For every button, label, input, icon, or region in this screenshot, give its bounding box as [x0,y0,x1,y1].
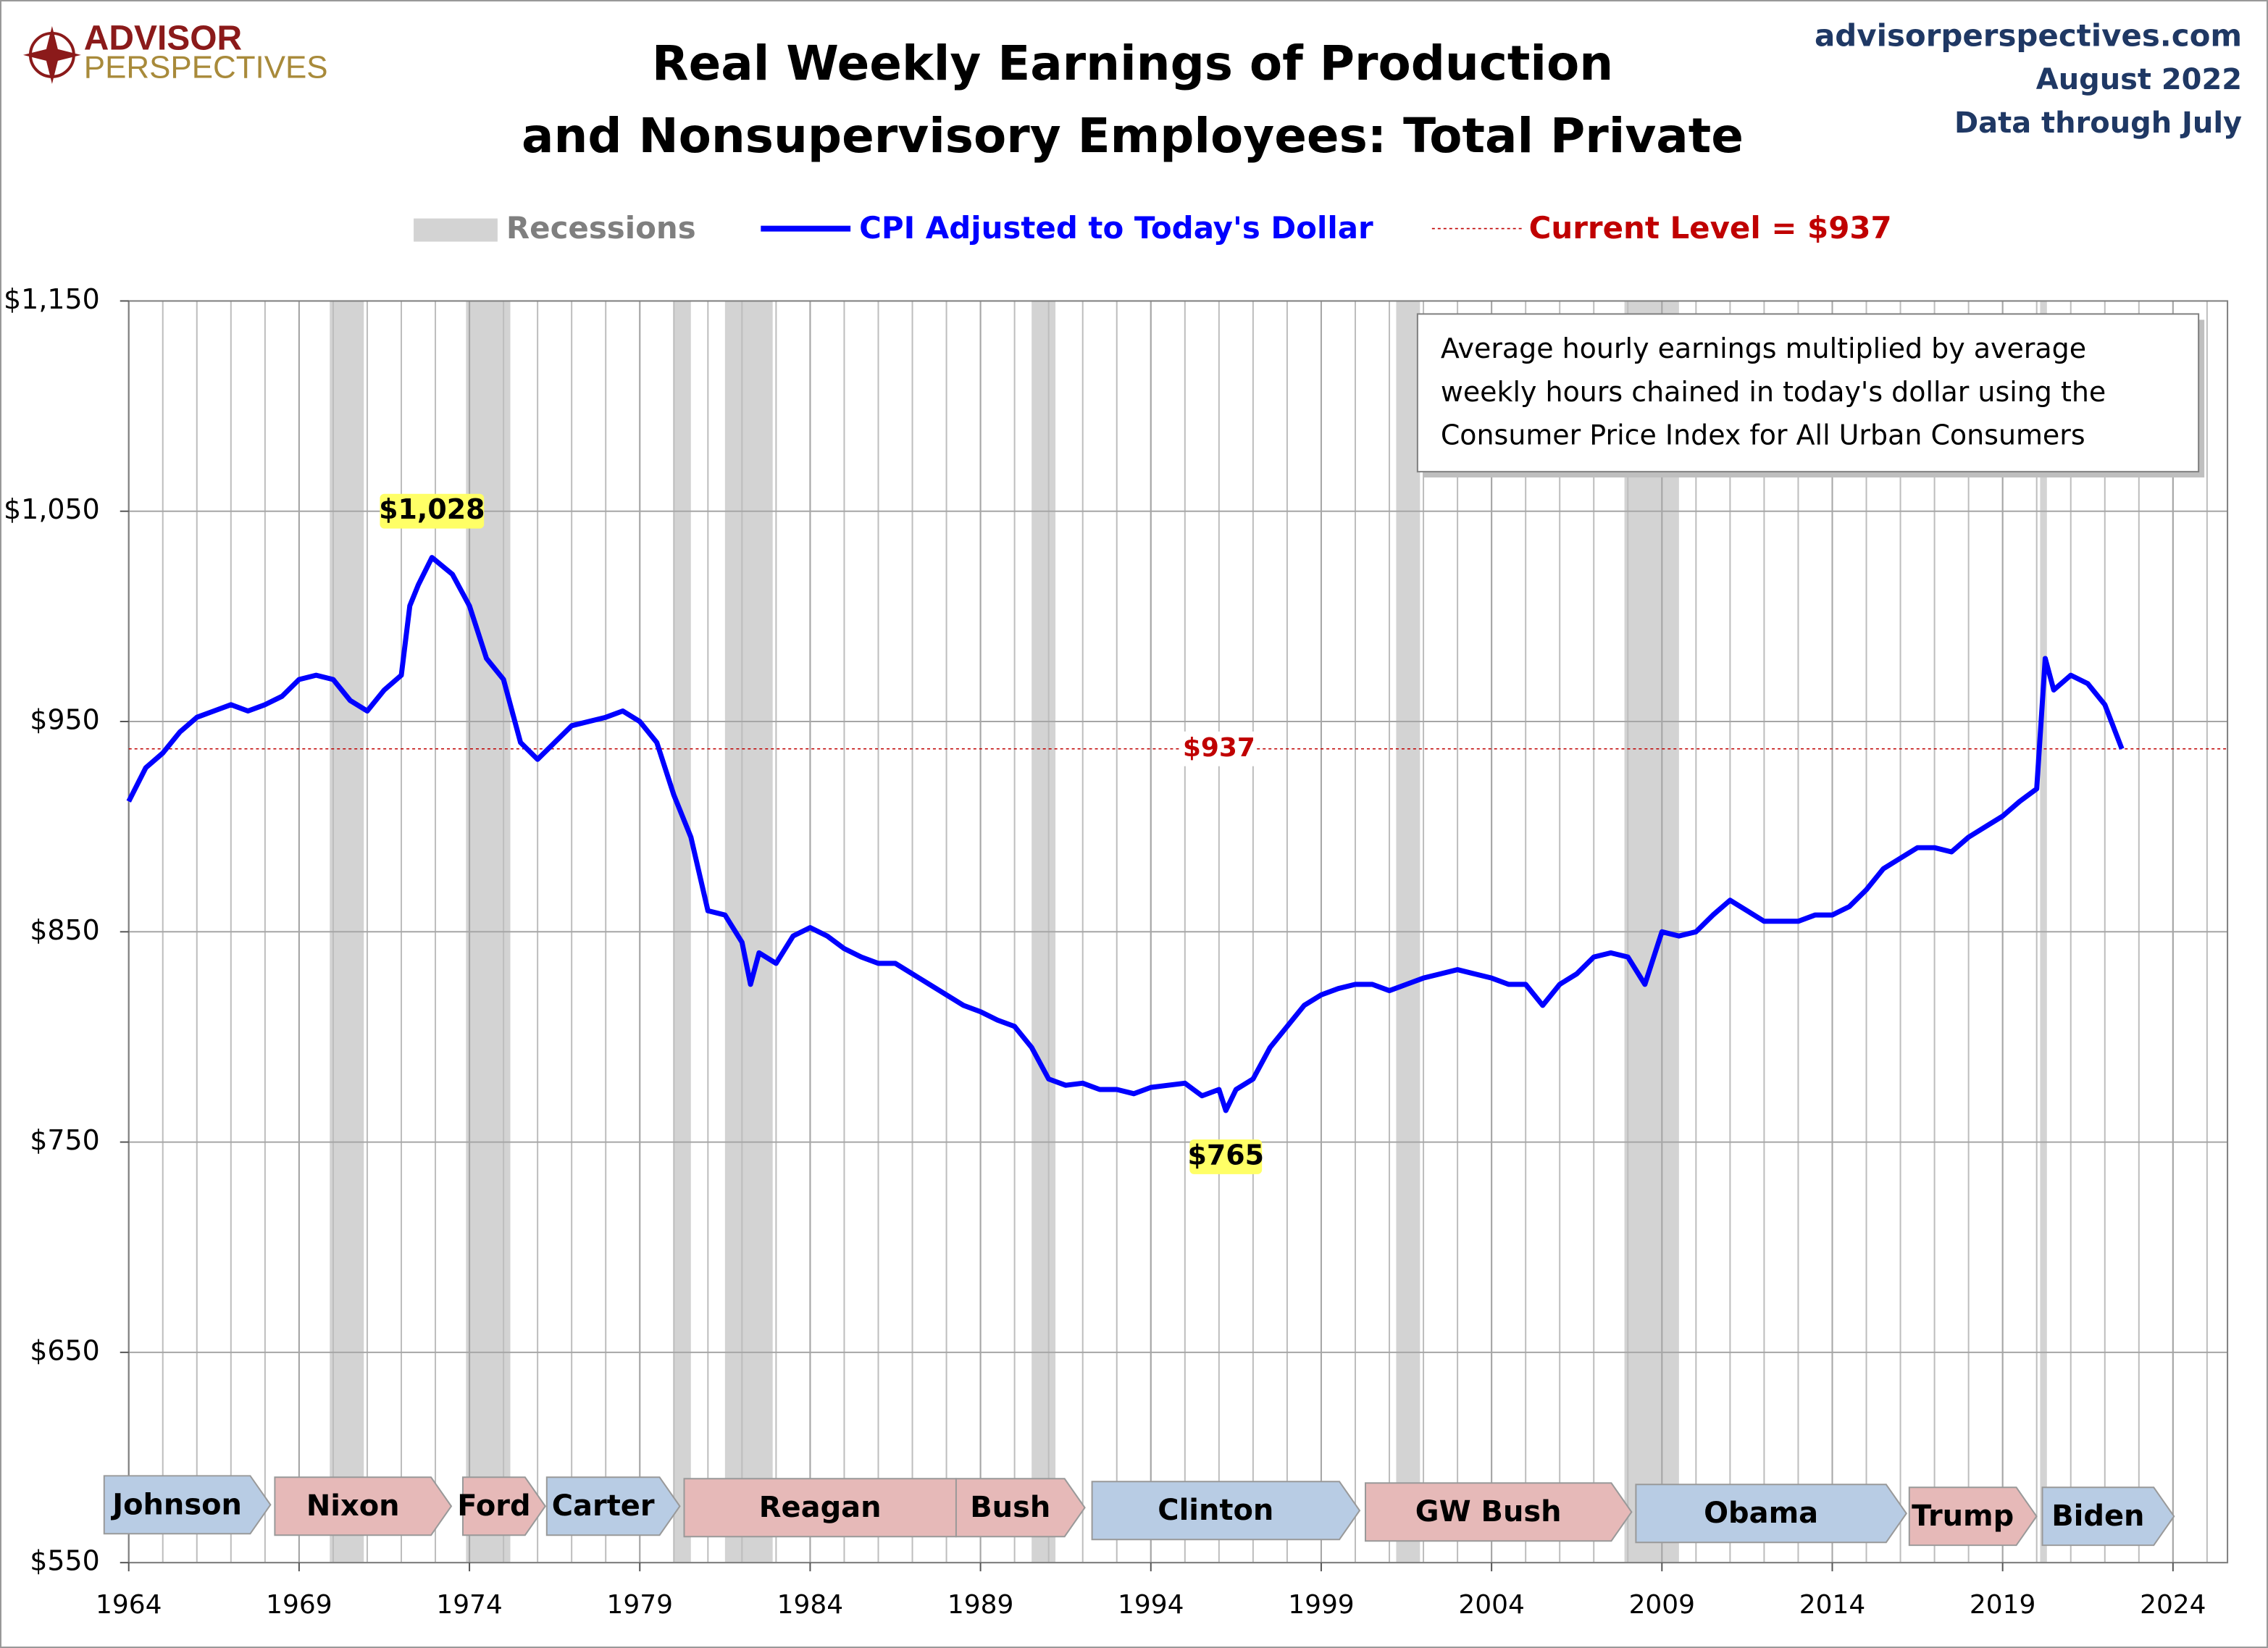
y-tick-label: $1,150 [4,283,100,315]
president-arrow [103,1475,272,1535]
current-level-label-bg [1181,731,1257,766]
president-label: Carter [552,1489,655,1523]
president-label: Nixon [306,1489,400,1523]
note-text: Average hourly earnings multiplied by av… [1441,332,2086,364]
president-arrow [1364,1482,1633,1542]
x-tick-label: 2014 [1799,1590,1865,1620]
president-arrow [545,1476,681,1536]
legend-label: CPI Adjusted to Today's Dollar [859,210,1373,246]
president-arrow [2041,1486,2175,1547]
x-tick-label: 1989 [947,1590,1013,1620]
legend-label: Current Level = $937 [1529,210,1892,246]
logo-text: PERSPECTIVES [84,49,328,85]
y-tick-label: $1,050 [4,493,100,525]
y-tick-label: $750 [30,1124,100,1156]
note-text: weekly hours chained in today's dollar u… [1441,376,2106,408]
president-label: Reagan [759,1491,882,1524]
president-label: Trump [1912,1499,2014,1533]
legend-label: Recessions [506,210,696,246]
annotation-bg [1189,1139,1263,1174]
x-tick-label: 2019 [1970,1590,2035,1620]
logo-text: ADVISOR [84,20,242,58]
date: August 2022 [2036,63,2242,96]
president-label: Bush [970,1491,1050,1524]
chart-title: Real Weekly Earnings of Production [652,35,1613,91]
chart-title: and Nonsupervisory Employees: Total Priv… [522,108,1744,164]
x-tick-label: 1979 [607,1590,673,1620]
annotation: $765 [1187,1139,1264,1171]
president-arrow [1635,1484,1908,1544]
source: advisorperspectives.com [1815,17,2242,53]
x-tick-label: 1999 [1288,1590,1354,1620]
note-box [1416,313,2200,473]
series-line [126,555,2125,1113]
x-tick-label: 1969 [266,1590,332,1620]
x-tick-label: 1984 [777,1590,843,1620]
note-text: Consumer Price Index for All Urban Consu… [1441,419,2085,451]
legend-swatch [414,218,498,242]
annotation: $1,028 [379,493,485,525]
y-tick-label: $850 [30,914,100,946]
president-arrow [461,1476,547,1536]
x-tick-label: 2009 [1629,1590,1695,1620]
y-tick-label: $950 [30,704,100,736]
president-label: Obama [1704,1497,1818,1530]
current-level-label: $937 [1183,733,1255,763]
president-arrow [274,1476,453,1536]
logo: ADVISOR PERSPECTIVES [22,20,328,85]
x-tick-label: 2024 [2140,1590,2206,1620]
president-label: Clinton [1158,1494,1273,1527]
y-tick-label: $650 [30,1334,100,1366]
x-tick-label: 1994 [1118,1590,1184,1620]
y-tick-label: $550 [30,1545,100,1577]
president-label: Ford [457,1489,530,1523]
x-tick-label: 1964 [96,1590,162,1620]
president-label: Johnson [110,1488,242,1521]
data-through: Data through July [1954,106,2242,140]
x-tick-label: 2004 [1458,1590,1524,1620]
president-arrow [1091,1481,1361,1541]
logo-star [22,25,81,84]
president-label: GW Bush [1415,1495,1562,1528]
president-arrow [1908,1486,2038,1547]
president-arrow [955,1478,1086,1538]
x-tick-label: 1974 [436,1590,502,1620]
president-label: Biden [2051,1499,2144,1533]
annotation-bg [380,493,485,529]
